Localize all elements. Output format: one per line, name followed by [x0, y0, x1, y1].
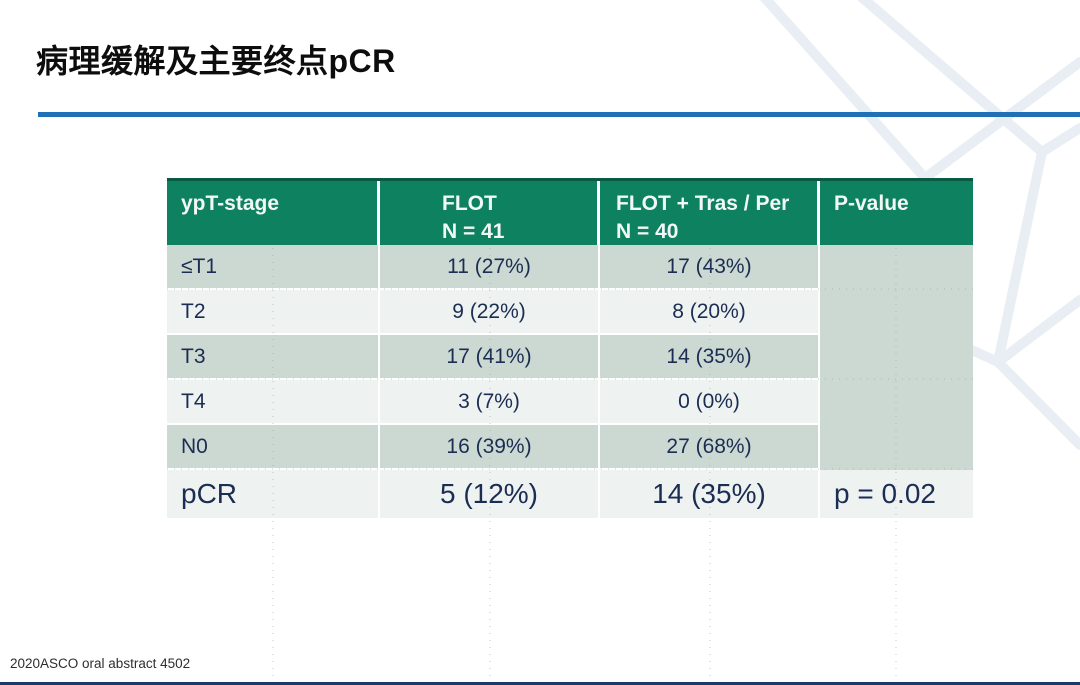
cell-p-value	[820, 380, 973, 425]
page-title: 病理缓解及主要终点pCR	[36, 43, 396, 79]
cell-flot-tras: 8 (20%)	[600, 290, 820, 335]
cell-flot: 11 (27%)	[380, 245, 600, 290]
table-header-row: ypT-stage FLOT N = 41 FLOT + Tras / Per …	[167, 178, 973, 245]
cell-stage: T2	[167, 290, 380, 335]
cell-flot-tras: 27 (68%)	[600, 425, 820, 470]
table-row: T3 17 (41%) 14 (35%)	[167, 335, 973, 380]
header-line1: ypT-stage	[181, 192, 280, 215]
header-cell-p-value: P-value	[820, 181, 973, 245]
cell-flot-tras: 17 (43%)	[600, 245, 820, 290]
table-row: ≤T1 11 (27%) 17 (43%)	[167, 245, 973, 290]
title-underline	[38, 112, 1080, 117]
table-row: T4 3 (7%) 0 (0%)	[167, 380, 973, 425]
cell-stage: T3	[167, 335, 380, 380]
cell-stage: ≤T1	[167, 245, 380, 290]
cell-flot: 3 (7%)	[380, 380, 600, 425]
cell-stage: pCR	[167, 470, 380, 518]
cell-flot-tras: 0 (0%)	[600, 380, 820, 425]
header-line2: N = 41	[442, 219, 505, 243]
header-cell-flot: FLOT N = 41	[380, 181, 600, 245]
cell-p-value	[820, 290, 973, 335]
header-line1: FLOT	[442, 192, 497, 215]
cell-p-value	[820, 335, 973, 380]
header-line2: N = 40	[616, 219, 679, 243]
cell-p-value: p = 0.02	[820, 470, 973, 518]
table-row-pcr: pCR 5 (12%) 14 (35%) p = 0.02	[167, 470, 973, 518]
results-table: ypT-stage FLOT N = 41 FLOT + Tras / Per …	[167, 178, 973, 685]
table-row: N0 16 (39%) 27 (68%)	[167, 425, 973, 470]
cell-p-value	[820, 245, 973, 290]
cell-p-value	[820, 425, 973, 470]
cell-stage: T4	[167, 380, 380, 425]
table-row: T2 9 (22%) 8 (20%)	[167, 290, 973, 335]
cell-flot: 16 (39%)	[380, 425, 600, 470]
cell-flot-tras: 14 (35%)	[600, 470, 820, 518]
cell-flot: 17 (41%)	[380, 335, 600, 380]
footer-citation: 2020ASCO oral abstract 4502	[10, 656, 191, 671]
cell-flot-tras: 14 (35%)	[600, 335, 820, 380]
header-line1: FLOT + Tras / Per	[616, 192, 790, 215]
header-cell-ypt-stage: ypT-stage	[167, 181, 380, 245]
header-line1: P-value	[834, 192, 909, 215]
cell-flot: 5 (12%)	[380, 470, 600, 518]
cell-flot: 9 (22%)	[380, 290, 600, 335]
bottom-border-line	[0, 682, 1080, 685]
cell-stage: N0	[167, 425, 380, 470]
header-cell-flot-tras-per: FLOT + Tras / Per N = 40	[600, 181, 820, 245]
